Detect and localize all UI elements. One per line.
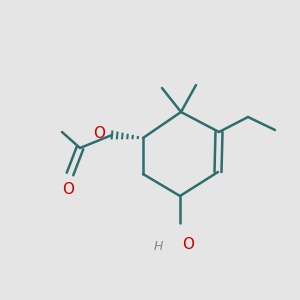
Text: H: H — [154, 240, 163, 253]
Text: O: O — [182, 237, 194, 252]
Text: O: O — [62, 182, 74, 197]
Text: O: O — [93, 125, 105, 140]
